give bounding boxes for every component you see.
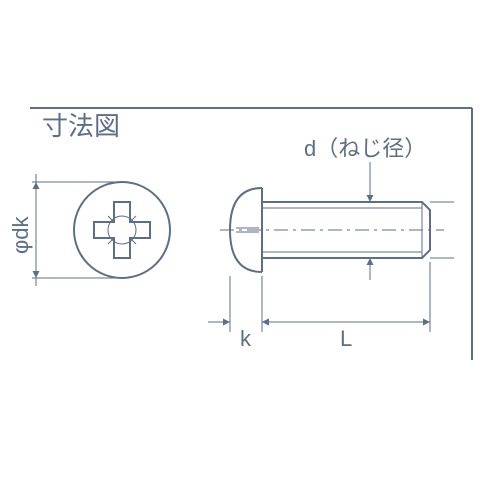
label-L: L [340,326,352,351]
screw-head-outline [74,182,170,278]
phillips-cross [94,202,150,258]
label-k: k [240,326,252,351]
label-dk: φdk [8,215,33,254]
diagram-title: 寸法図 [42,111,120,141]
label-d: d（ねじ径） [304,136,426,161]
dimension-diagram: 寸法図 φdk d（ねじ径） k L [0,0,500,500]
